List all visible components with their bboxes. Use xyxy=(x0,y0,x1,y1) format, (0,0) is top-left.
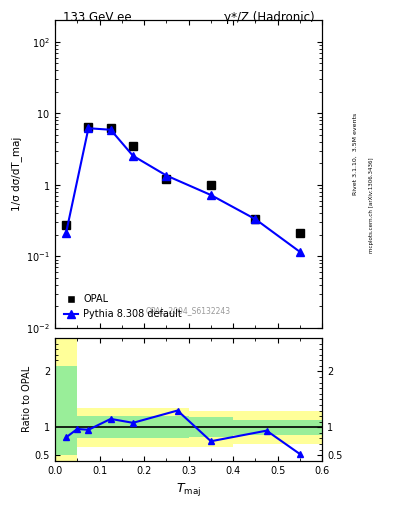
X-axis label: $T_\mathrm{maj}$: $T_\mathrm{maj}$ xyxy=(176,481,201,498)
Y-axis label: Ratio to OPAL: Ratio to OPAL xyxy=(22,366,32,433)
Text: 133 GeV ee: 133 GeV ee xyxy=(63,11,132,25)
Text: γ*/Z (Hadronic): γ*/Z (Hadronic) xyxy=(224,11,314,25)
Text: OPAL_2004_S6132243: OPAL_2004_S6132243 xyxy=(146,306,231,315)
Y-axis label: 1/σ dσ/dT_maj: 1/σ dσ/dT_maj xyxy=(11,137,22,211)
Legend: OPAL, Pythia 8.308 default: OPAL, Pythia 8.308 default xyxy=(60,290,186,323)
Text: mcplots.cern.ch [arXiv:1306.3436]: mcplots.cern.ch [arXiv:1306.3436] xyxy=(369,157,374,252)
Text: Rivet 3.1.10,  3.5M events: Rivet 3.1.10, 3.5M events xyxy=(353,113,358,195)
